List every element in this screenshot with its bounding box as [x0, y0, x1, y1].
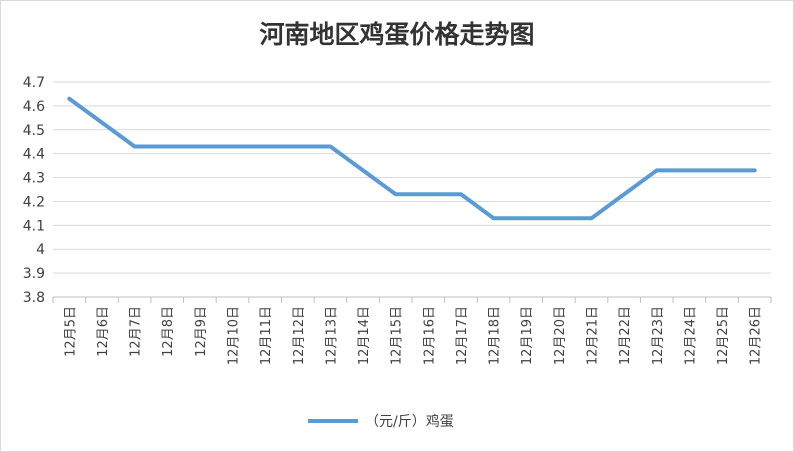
y-tick-label: 4.6: [23, 99, 45, 115]
series-line-0: [67, 96, 757, 221]
x-tick-label: 12月21日: [586, 306, 601, 365]
x-tick-label: 12月10日: [227, 306, 242, 365]
y-tick-label: 4: [36, 242, 45, 258]
x-tick-label: 12月23日: [651, 306, 666, 365]
y-tick-label: 4.1: [23, 218, 45, 234]
y-tick-label: 3.8: [23, 290, 45, 306]
x-tick-label: 12月18日: [488, 306, 503, 365]
x-tick-label: 12月7日: [129, 306, 144, 357]
x-axis-tick-labels: 12月5日 12月6日 12月7日 12月8日 12月9日 12月10日 12月11日 12月…: [63, 306, 763, 365]
x-tick-label: 12月17日: [455, 306, 470, 365]
gridlines: [53, 81, 771, 274]
x-tick-label: 12月8日: [161, 306, 176, 357]
y-tick-label: 4.3: [23, 171, 45, 187]
x-tick-label: 12月13日: [324, 306, 339, 365]
legend: （元/斤）鸡蛋: [308, 413, 454, 430]
x-tick-label: 12月24日: [683, 306, 698, 365]
y-tick-label: 4.4: [23, 147, 45, 163]
series-lines: [67, 96, 757, 221]
y-tick-label: 4.5: [23, 123, 45, 139]
y-tick-label: 4.7: [23, 75, 45, 91]
x-tick-label: 12月12日: [292, 306, 307, 365]
x-tick-label: 12月9日: [194, 306, 209, 357]
x-tick-label: 12月19日: [520, 306, 535, 365]
x-tick-label: 12月25日: [716, 306, 731, 365]
y-tick-label: 4.2: [23, 194, 45, 210]
x-tick-label: 12月15日: [390, 306, 405, 365]
x-tick-label: 12月11日: [259, 306, 274, 365]
x-tick-label: 12月14日: [357, 306, 372, 365]
legend-label: （元/斤）鸡蛋: [365, 413, 454, 430]
chart-title: 河南地区鸡蛋价格走势图: [259, 20, 534, 49]
x-tick-label: 12月5日: [63, 306, 78, 357]
x-tick-label: 12月26日: [749, 306, 764, 365]
x-tick-label: 12月22日: [618, 306, 633, 365]
x-tick-label: 12月16日: [422, 306, 437, 365]
y-tick-label: 3.9: [23, 266, 45, 282]
x-axis: [52, 296, 772, 303]
x-tick-label: 12月20日: [553, 306, 568, 365]
y-axis-tick-labels: 4.7 4.6 4.5 4.4 4.3 4.2 4.1 4 3.9 3.8: [23, 75, 45, 306]
x-tick-label: 12月6日: [96, 306, 111, 357]
